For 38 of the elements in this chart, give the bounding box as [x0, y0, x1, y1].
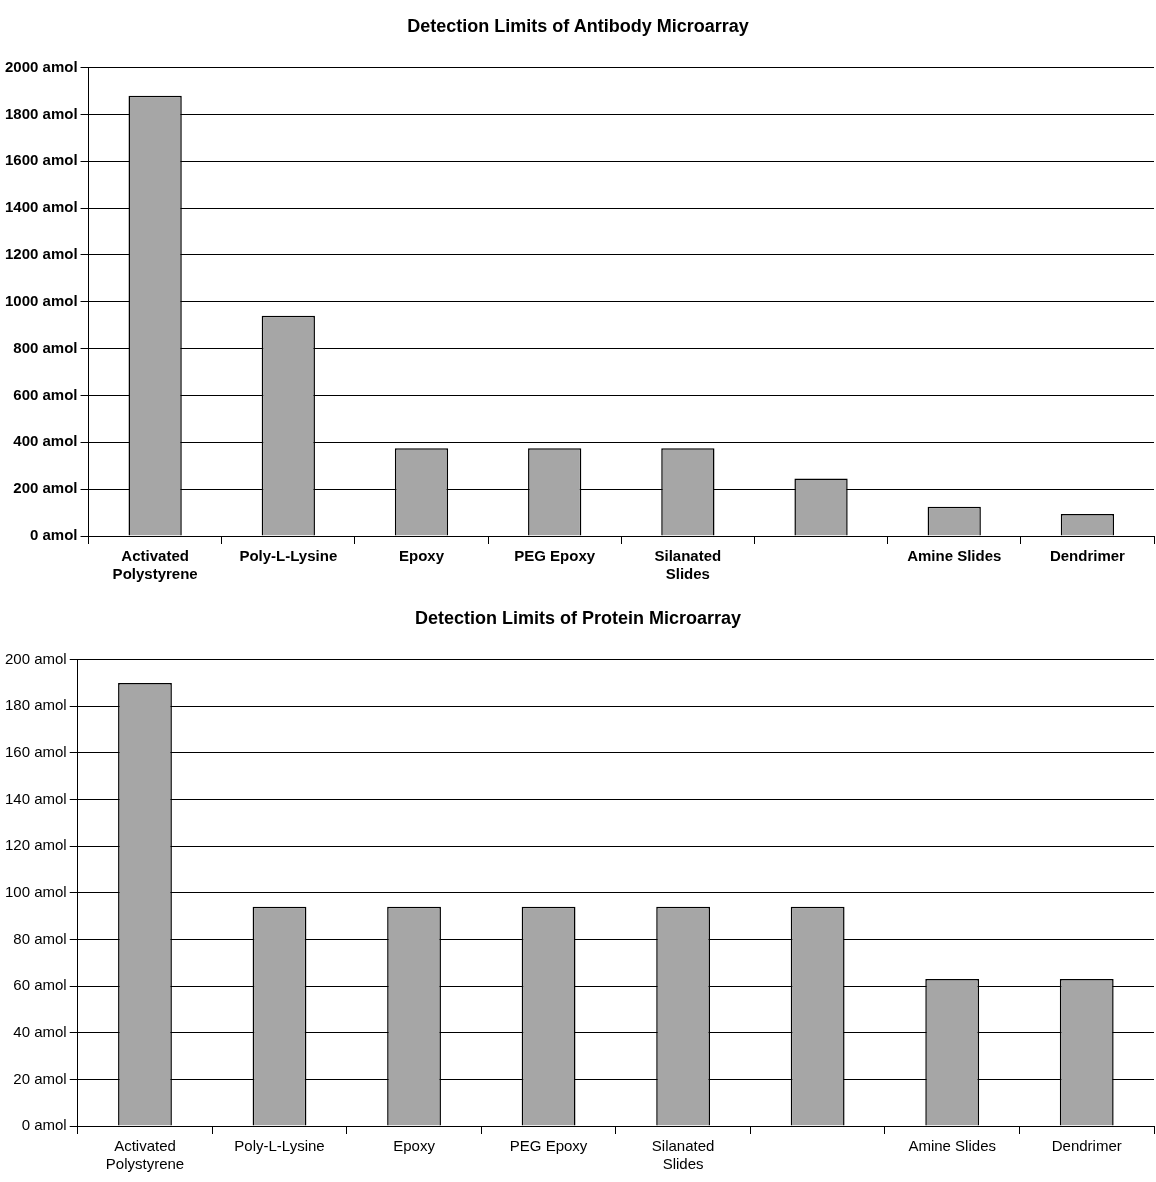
x-tick-label: Dendrimer	[1049, 547, 1126, 565]
chart-title: Detection Limits of Protein Microarray	[414, 607, 742, 628]
x-tick-label: Poly-L-Lysine	[234, 1137, 325, 1155]
x-tick-label: Activated Polystyrene	[105, 1137, 185, 1173]
y-tick-label: 1000 amol	[5, 291, 78, 309]
x-tick-label: PEG Epoxy	[514, 547, 596, 565]
y-tick-label: 200 amol	[4, 649, 67, 667]
x-tick-label: Amine Slides	[908, 1137, 996, 1155]
x-tick-label: Silanated Slides	[654, 547, 722, 583]
y-tick-label: 0 amol	[30, 526, 78, 544]
x-tick-label: Poly-L-Lysine	[239, 547, 338, 565]
x-tick-label: Amine Slides	[907, 547, 1002, 565]
y-tick-label: 120 amol	[4, 836, 67, 854]
x-tick-label: Epoxy	[393, 1137, 436, 1155]
y-tick-label: 100 amol	[4, 882, 67, 900]
y-tick-label: 0 amol	[21, 1116, 67, 1134]
y-tick-label: 2000 amol	[5, 57, 78, 75]
y-tick-label: 1800 amol	[5, 104, 78, 122]
y-tick-label: 200 amol	[13, 479, 78, 497]
y-tick-label: 400 amol	[13, 432, 78, 450]
x-tick-label: Dendrimer	[1051, 1137, 1122, 1155]
y-tick-label: 160 amol	[4, 743, 67, 761]
x-tick-label: Silanated Slides	[651, 1137, 715, 1173]
x-tick-label: Epoxy	[398, 547, 445, 565]
y-tick-label: 1400 amol	[5, 198, 78, 216]
x-tick-label: PEG Epoxy	[509, 1137, 588, 1155]
y-tick-label: 800 amol	[13, 338, 78, 356]
y-tick-label: 180 amol	[4, 696, 67, 714]
x-tick-label: Activated Polystyrene	[112, 547, 198, 583]
chart-title: Detection Limits of Antibody Microarray	[407, 15, 749, 36]
y-tick-label: 1600 amol	[5, 151, 78, 169]
y-tick-label: 600 amol	[13, 385, 78, 403]
y-tick-label: 20 amol	[13, 1069, 67, 1087]
y-tick-label: 60 amol	[13, 976, 67, 994]
y-tick-label: 140 amol	[4, 789, 67, 807]
y-tick-label: 80 amol	[13, 929, 67, 947]
y-tick-label: 40 amol	[13, 1022, 67, 1040]
y-tick-label: 1200 amol	[5, 245, 78, 263]
